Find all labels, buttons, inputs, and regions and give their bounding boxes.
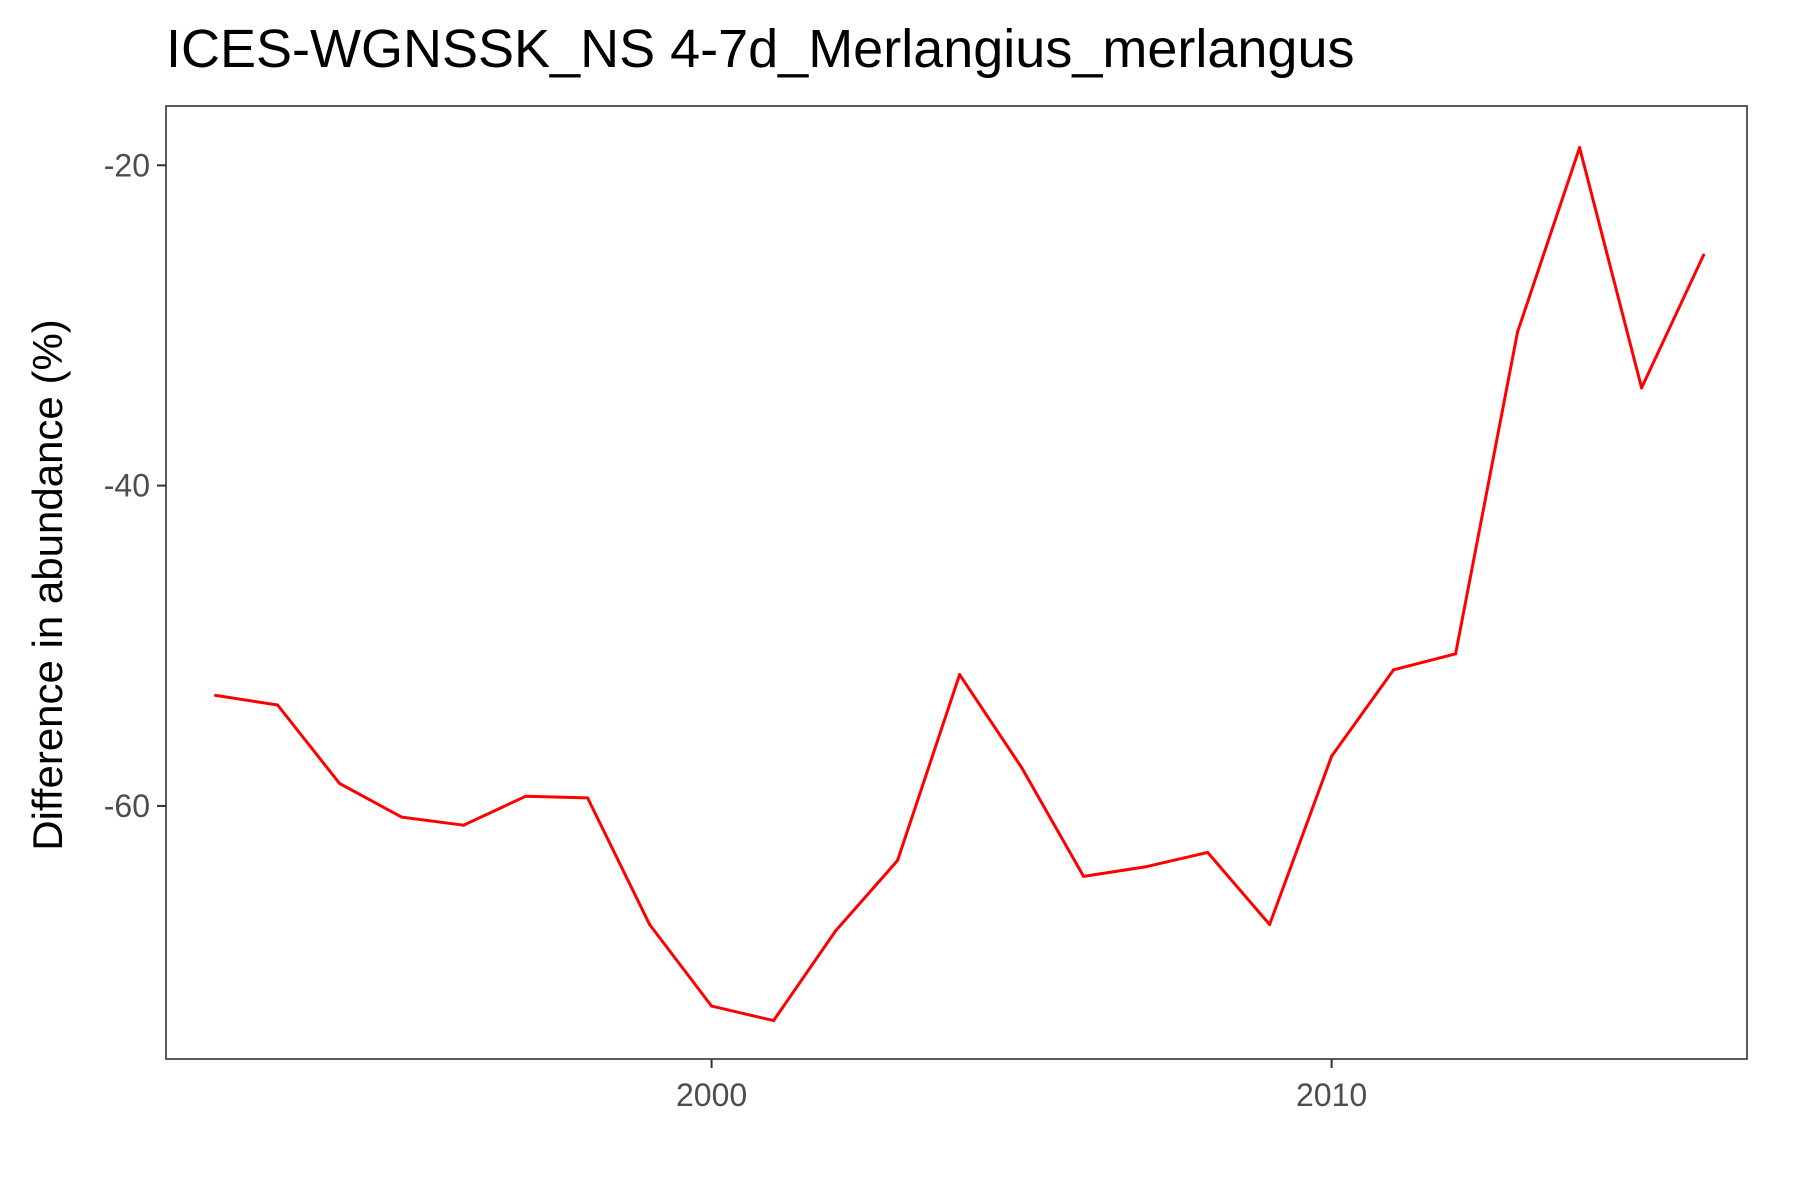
data-point	[772, 1019, 776, 1023]
data-point	[462, 823, 466, 827]
data-point	[214, 693, 218, 697]
data-point	[1144, 865, 1148, 869]
data-point	[1268, 923, 1272, 926]
plot-panel	[165, 105, 1748, 1060]
data-point	[524, 794, 528, 798]
data-point	[1640, 386, 1644, 390]
data-point	[1330, 754, 1334, 758]
data-point	[586, 796, 590, 800]
y-tick-label: -20	[104, 147, 150, 183]
series-layer	[214, 146, 1706, 1023]
data-point	[1578, 146, 1582, 150]
data-point	[648, 923, 652, 926]
data-point	[400, 815, 404, 819]
y-tick-label: -60	[104, 788, 150, 824]
chart-title: ICES-WGNSSK_NS 4-7d_Merlangius_merlangus	[166, 19, 1354, 79]
data-point	[1454, 652, 1458, 656]
data-point	[1392, 668, 1396, 672]
y-axis: -60 -40 -20	[104, 147, 166, 824]
data-point	[958, 673, 962, 677]
data-point	[834, 929, 838, 933]
data-point	[276, 703, 280, 707]
y-tick-label: -40	[104, 468, 150, 504]
data-point	[710, 1004, 714, 1008]
y-axis-label: Difference in abundance (%)	[24, 319, 71, 851]
x-tick-label: 2000	[676, 1077, 747, 1113]
data-point	[1206, 850, 1210, 854]
x-tick-label: 2010	[1296, 1077, 1367, 1113]
x-axis: 2000 2010	[676, 1059, 1367, 1113]
data-point	[1516, 330, 1520, 334]
series-line	[215, 146, 1705, 1023]
data-point	[338, 782, 342, 785]
data-point	[1082, 874, 1086, 878]
data-point	[896, 858, 900, 862]
data-point	[1020, 766, 1024, 769]
data-point	[1702, 253, 1706, 257]
